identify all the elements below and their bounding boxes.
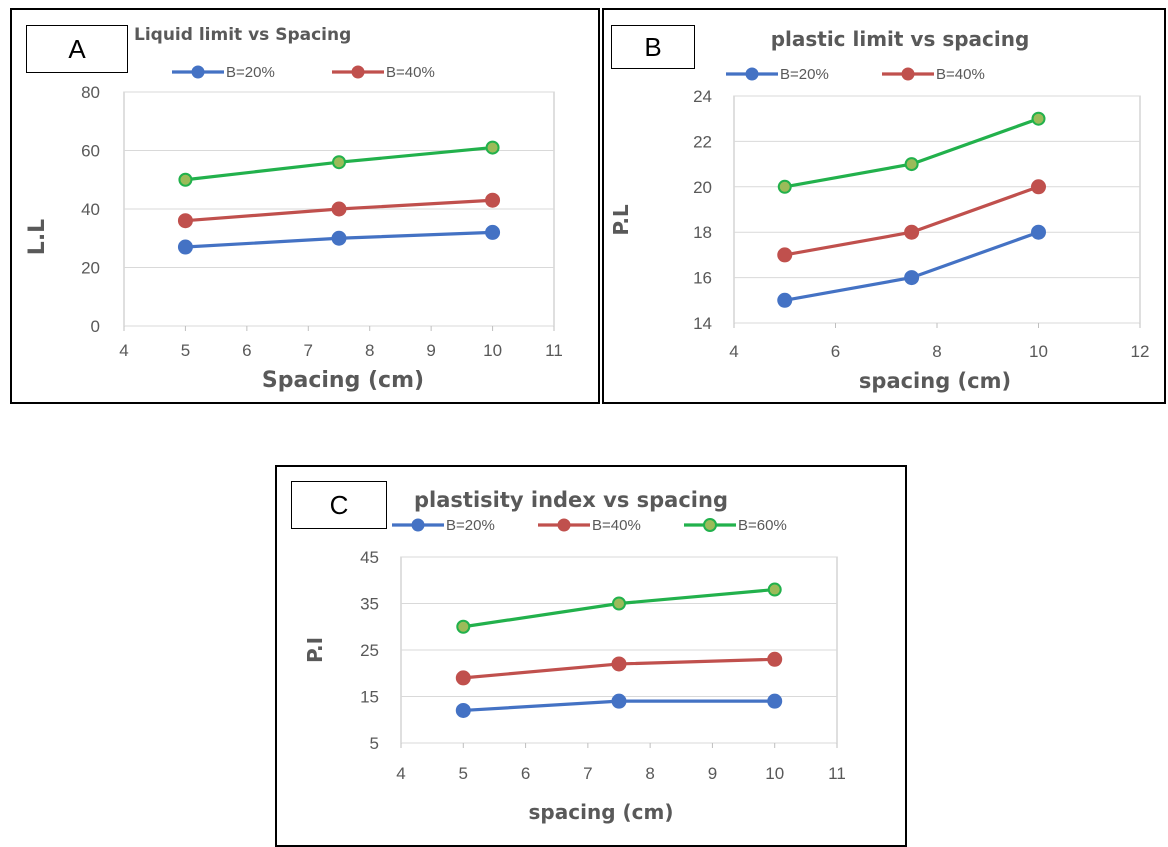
chart-a-x-tick-label: 5 — [181, 341, 190, 360]
chart-panel-c: 5 15 25 35 45 4 5 6 7 8 9 10 11 plastisity index vs s… — [275, 465, 907, 847]
chart-a-y-tick-label: 40 — [81, 200, 100, 219]
chart-c-legend-marker — [557, 518, 571, 532]
chart-b-x-tick-label: 6 — [831, 342, 840, 361]
chart-b-x-axis-title: spacing (cm) — [859, 369, 1011, 393]
chart-c-data-point — [767, 582, 782, 597]
chart-c-x-tick-label: 7 — [583, 764, 592, 783]
chart-c-y-axis-title: P.I — [303, 637, 327, 663]
chart-b-plot-area — [733, 95, 1141, 324]
chart-b-data-point — [777, 179, 792, 194]
chart-a-x-tick-label: 9 — [426, 341, 435, 360]
chart-c-legend-label: B=60% — [738, 517, 787, 534]
chart-b-series-line-2 — [784, 117, 1040, 189]
chart-c-data-point — [767, 693, 783, 709]
chart-a-y-tick-label: 0 — [91, 317, 100, 336]
chart-a-data-point — [178, 172, 193, 187]
chart-c-legend-label: B=20% — [446, 517, 495, 534]
chart-a-data-point — [331, 230, 347, 246]
chart-a-data-point — [177, 239, 193, 255]
chart-c-legend-marker — [703, 518, 717, 532]
chart-c-y-tick-label: 45 — [360, 548, 379, 567]
chart-c-y-tick-label: 35 — [360, 595, 379, 614]
chart-a-legend-marker — [191, 65, 205, 79]
chart-a-svg: 0 20 40 60 80 4 5 6 7 8 9 10 11 Liquid limit vs Spaci… — [25, 25, 563, 393]
chart-c-x-tick-label: 4 — [396, 764, 405, 783]
chart-c-data-point — [455, 702, 471, 718]
chart-b-data-point — [777, 247, 793, 263]
chart-b-legend-label: B=40% — [936, 66, 985, 83]
chart-b-y-tick-label: 24 — [693, 87, 712, 106]
chart-a-data-point — [177, 213, 193, 229]
chart-a-x-tick-label: 7 — [304, 341, 313, 360]
chart-panel-b: 14 16 18 20 22 24 4 6 8 10 12 plastic limit vs spac… — [602, 8, 1166, 404]
chart-a-x-tick-label: 10 — [483, 341, 502, 360]
chart-b-y-tick-label: 16 — [693, 269, 712, 288]
chart-c-legend-label: B=40% — [592, 517, 641, 534]
chart-c-data-point — [767, 651, 783, 667]
chart-c-y-tick-label: 15 — [360, 688, 379, 707]
chart-a-legend-marker — [351, 65, 365, 79]
panel-label-c: C — [291, 481, 387, 529]
chart-c-x-axis-title: spacing (cm) — [529, 800, 674, 824]
chart-b-data-point — [1031, 224, 1046, 240]
chart-b-legend-marker — [901, 67, 915, 81]
chart-c-x-tick-label: 11 — [828, 764, 846, 783]
chart-a-y-tick-label: 80 — [81, 83, 100, 102]
panel-label-a: A — [26, 25, 128, 73]
chart-b-data-point — [904, 157, 919, 172]
chart-b-y-tick-label: 14 — [693, 314, 712, 333]
chart-b-x-tick-label: 8 — [932, 342, 941, 361]
chart-c-legend-marker — [411, 518, 425, 532]
chart-c-data-point — [612, 596, 626, 611]
chart-b-y-tick-label: 22 — [693, 132, 712, 151]
chart-b-x-tick-label: 4 — [729, 342, 738, 361]
chart-b-y-tick-label: 18 — [693, 223, 712, 242]
chart-c-data-point — [611, 656, 627, 672]
chart-b-series-line-0 — [784, 230, 1040, 302]
chart-a-y-tick-label: 60 — [81, 142, 100, 161]
chart-a-x-tick-label: 8 — [365, 341, 374, 360]
chart-b-y-tick-label: 20 — [693, 178, 712, 197]
chart-a-data-point — [485, 140, 500, 155]
chart-b-data-point — [904, 270, 920, 286]
chart-c-y-tick-label: 5 — [370, 734, 379, 753]
chart-c-x-tick-label: 5 — [459, 764, 468, 783]
chart-c-title: plastisity index vs spacing — [414, 488, 728, 512]
chart-b-x-tick-label: 10 — [1029, 342, 1048, 361]
chart-b-svg: 14 16 18 20 22 24 4 6 8 10 12 plastic limit vs spac… — [609, 27, 1150, 393]
chart-c-x-tick-label: 9 — [708, 764, 717, 783]
chart-panel-a: 0 20 40 60 80 4 5 6 7 8 9 10 11 Liquid limit vs Spaci… — [10, 8, 600, 404]
chart-a-data-point — [331, 201, 347, 217]
chart-c-data-point — [455, 670, 471, 686]
chart-c-data-point — [456, 619, 471, 634]
chart-c-x-tick-label: 6 — [521, 764, 530, 783]
chart-a-x-axis-title: Spacing (cm) — [262, 368, 424, 393]
chart-b-legend-label: B=20% — [780, 66, 829, 83]
chart-a-x-tick-label: 4 — [119, 341, 128, 360]
chart-b-y-axis-title: P.L — [609, 204, 633, 236]
chart-b-data-point — [1031, 111, 1046, 126]
chart-b-legend-marker — [745, 67, 759, 81]
chart-b-data-point — [1031, 179, 1046, 195]
chart-a-legend-label: B=20% — [226, 64, 275, 81]
chart-c-x-tick-label: 10 — [765, 764, 784, 783]
chart-b-data-point — [904, 224, 920, 240]
chart-c-data-point — [611, 693, 627, 709]
chart-a-x-tick-label: 6 — [242, 341, 251, 360]
chart-a-y-axis-title: L.L — [25, 219, 50, 255]
chart-a-data-point — [332, 155, 346, 170]
chart-b-title: plastic limit vs spacing — [771, 27, 1030, 51]
chart-c-y-tick-label: 25 — [360, 641, 379, 660]
chart-a-legend-label: B=40% — [386, 64, 435, 81]
panel-label-b: B — [611, 25, 695, 69]
chart-a-y-tick-label: 20 — [81, 259, 100, 278]
chart-c-x-tick-label: 8 — [645, 764, 654, 783]
chart-b-x-tick-label: 12 — [1131, 342, 1150, 361]
chart-a-data-point — [485, 192, 501, 208]
chart-b-data-point — [777, 292, 793, 308]
chart-a-x-tick-label: 11 — [545, 341, 563, 360]
chart-a-title: Liquid limit vs Spacing — [134, 25, 351, 45]
chart-a-data-point — [485, 224, 501, 240]
